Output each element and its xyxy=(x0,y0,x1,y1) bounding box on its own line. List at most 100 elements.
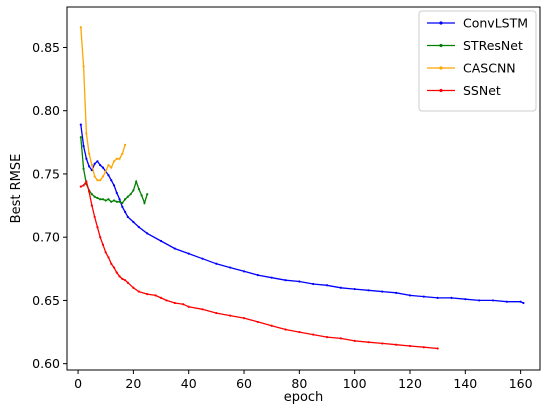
y-tick-label: 0.85 xyxy=(32,40,60,55)
data-point xyxy=(325,284,329,287)
data-point xyxy=(143,201,146,205)
data-point xyxy=(123,279,127,282)
x-tick-label: 40 xyxy=(181,376,197,391)
data-point xyxy=(215,262,218,265)
x-tick-label: 20 xyxy=(125,376,141,391)
data-point xyxy=(79,136,82,139)
x-tick-label: 80 xyxy=(291,376,307,391)
data-point xyxy=(353,287,356,291)
legend: ConvLSTM STResNet CASCNN SSNet xyxy=(418,10,537,112)
legend-entry: STResNet xyxy=(427,38,523,53)
data-point xyxy=(159,296,163,300)
data-point xyxy=(118,275,121,278)
data-point xyxy=(229,266,232,269)
data-point xyxy=(82,167,85,170)
data-point xyxy=(215,311,218,315)
data-point xyxy=(126,195,129,198)
data-point xyxy=(132,220,135,224)
data-point xyxy=(93,215,96,219)
y-tick-label: 0.75 xyxy=(32,166,60,181)
data-point xyxy=(82,65,85,68)
x-tick-label: 140 xyxy=(453,376,477,391)
data-point xyxy=(242,270,246,273)
data-point xyxy=(165,299,168,302)
data-point xyxy=(79,185,82,188)
y-tick-label: 0.80 xyxy=(32,103,60,118)
data-point xyxy=(464,298,467,301)
data-point xyxy=(298,330,301,334)
data-point xyxy=(123,198,127,201)
data-point xyxy=(112,184,116,187)
data-point xyxy=(129,193,132,196)
data-point xyxy=(118,200,121,203)
y-tick-label: 0.70 xyxy=(32,230,60,245)
legend-marker xyxy=(439,88,443,93)
data-point xyxy=(381,290,384,293)
data-point xyxy=(79,26,82,29)
data-point xyxy=(126,281,129,284)
data-point xyxy=(381,342,384,345)
data-point xyxy=(99,179,102,182)
data-point xyxy=(121,205,124,208)
x-tick-label: 60 xyxy=(236,376,252,391)
data-point xyxy=(132,286,135,289)
data-point xyxy=(104,199,107,202)
data-point xyxy=(159,239,163,243)
y-tick-label: 0.65 xyxy=(32,293,60,308)
legend-entry: CASCNN xyxy=(427,61,516,76)
data-point xyxy=(99,236,102,239)
data-point xyxy=(90,164,93,167)
data-point xyxy=(256,274,259,277)
data-point xyxy=(270,324,273,327)
data-point xyxy=(107,174,110,177)
y-axis-ticks: 0.60 0.65 0.70 0.75 0.80 0.85 xyxy=(32,40,67,371)
data-point xyxy=(110,179,113,182)
data-point xyxy=(126,215,129,219)
data-point xyxy=(408,294,412,297)
legend-marker xyxy=(439,66,443,70)
data-point xyxy=(121,152,124,155)
data-point xyxy=(118,157,121,160)
data-point xyxy=(123,210,127,213)
data-point xyxy=(101,198,105,201)
data-point xyxy=(137,225,141,229)
data-point xyxy=(436,296,439,300)
data-point xyxy=(519,300,522,303)
legend-marker xyxy=(439,21,443,25)
legend-label: ConvLSTM xyxy=(463,16,528,31)
data-point xyxy=(107,198,110,201)
data-point xyxy=(82,184,85,187)
series-line xyxy=(80,180,438,350)
data-point xyxy=(85,132,88,135)
data-point xyxy=(101,166,105,169)
data-point xyxy=(242,317,246,320)
data-point xyxy=(99,198,102,201)
data-point xyxy=(408,344,412,348)
data-point xyxy=(115,191,118,195)
data-point xyxy=(146,232,149,235)
data-point xyxy=(325,336,329,339)
data-point xyxy=(137,290,141,293)
data-point xyxy=(121,201,124,205)
series-line xyxy=(80,27,126,181)
legend-marker xyxy=(439,43,443,48)
y-tick-label: 0.60 xyxy=(32,356,60,371)
data-point xyxy=(229,314,232,317)
data-point xyxy=(187,305,190,308)
data-point xyxy=(395,343,398,346)
series-stresnet xyxy=(79,136,149,206)
data-point xyxy=(367,289,370,292)
data-point xyxy=(110,166,113,169)
data-point xyxy=(270,276,273,279)
data-point xyxy=(173,301,176,305)
data-point xyxy=(353,339,356,343)
series-cascnn xyxy=(79,26,127,182)
data-point xyxy=(110,200,113,203)
data-point xyxy=(88,165,91,168)
data-point xyxy=(187,252,190,255)
data-point xyxy=(104,251,107,254)
legend-entry: SSNet xyxy=(427,83,501,98)
data-point xyxy=(115,157,118,160)
data-point xyxy=(284,279,287,282)
